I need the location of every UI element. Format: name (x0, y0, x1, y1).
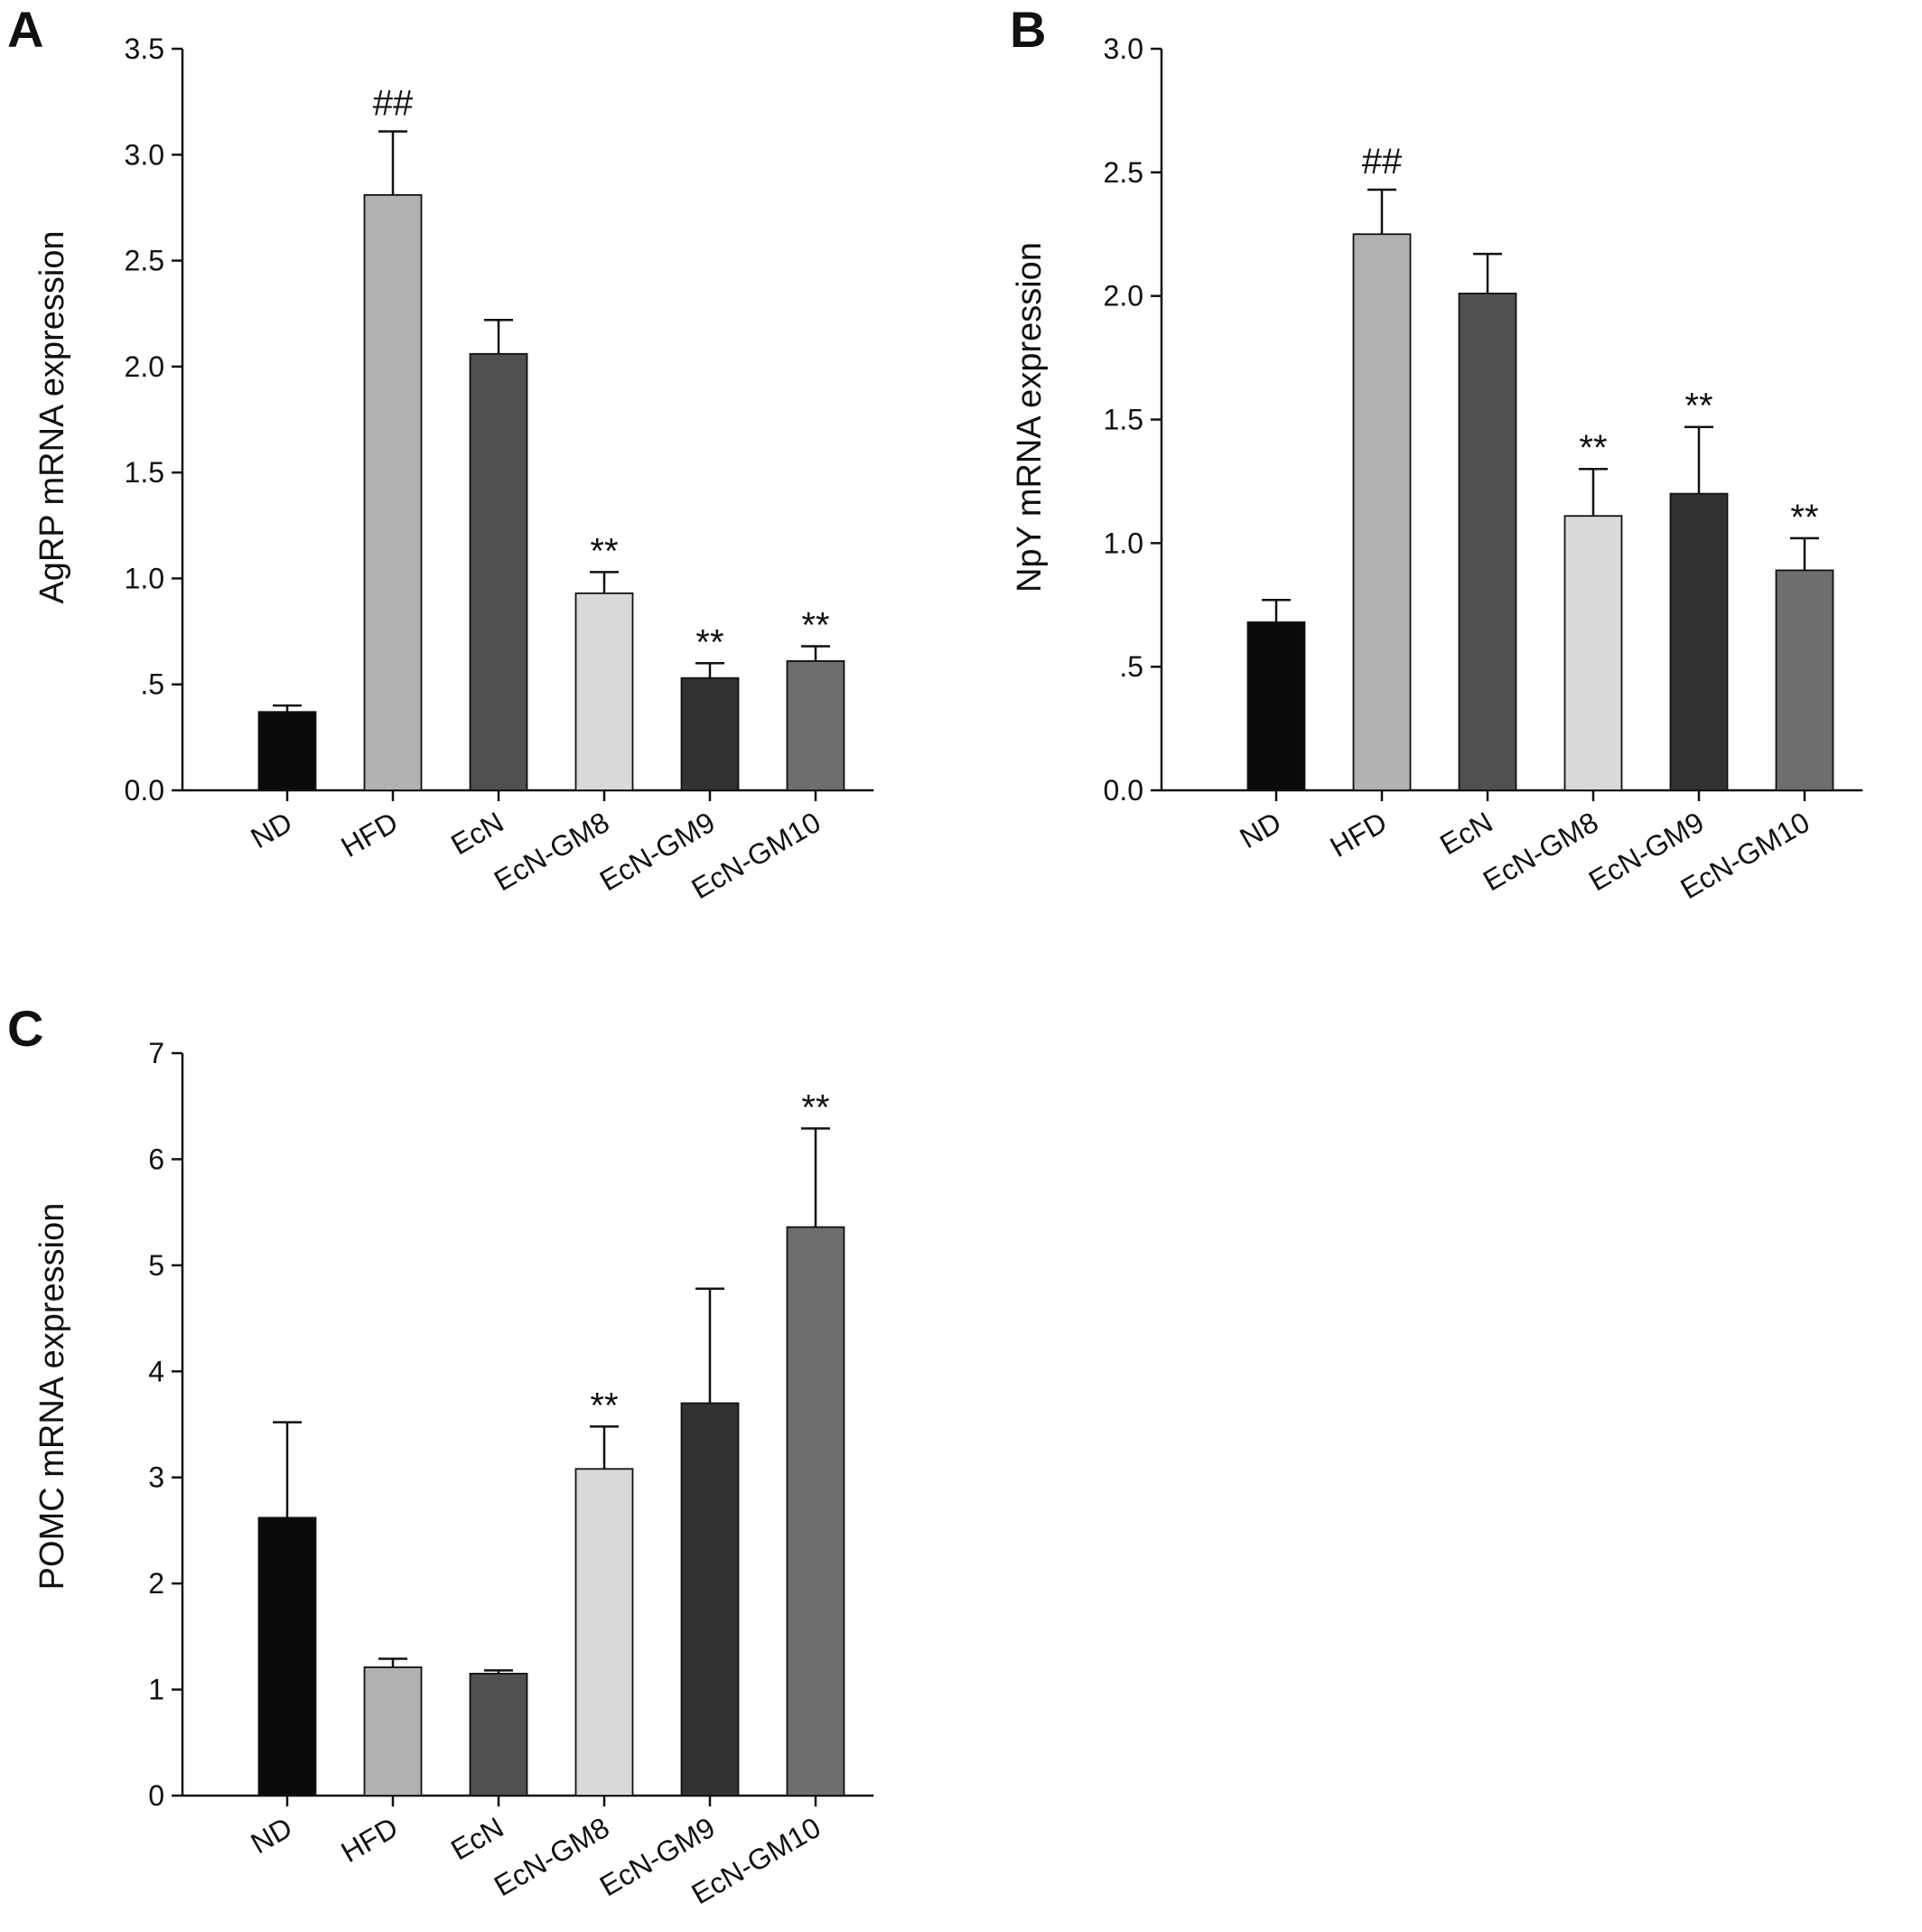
bar (680, 1402, 740, 1797)
y-tick-label: 1.0 (125, 562, 164, 594)
y-tick-label: 2.0 (125, 350, 164, 383)
y-tick-label: 2.5 (1104, 156, 1143, 189)
y-tick-label: 0 (148, 1779, 164, 1812)
y-tick-label: 1.5 (1104, 404, 1143, 436)
bar (257, 1517, 317, 1797)
significance-mark: ## (373, 83, 414, 123)
y-tick-label: 0.0 (125, 774, 164, 807)
significance-mark: ** (695, 622, 723, 662)
significance-mark: ** (590, 1386, 618, 1425)
bar (574, 1468, 634, 1797)
significance-mark: ** (1684, 387, 1712, 426)
y-tick-label: 2 (148, 1567, 164, 1600)
bar (1775, 569, 1834, 791)
y-tick-label: 3.0 (1104, 33, 1143, 65)
y-tick-label: 0.0 (1104, 774, 1143, 807)
bar (1458, 293, 1517, 791)
significance-mark: ** (1790, 498, 1818, 537)
bar (1352, 233, 1412, 791)
bar (469, 352, 528, 791)
bar (786, 1226, 845, 1797)
panel-letter-c: C (7, 1000, 43, 1057)
bar (1563, 515, 1623, 791)
y-tick-label: 3 (148, 1461, 164, 1494)
significance-mark: ## (1362, 142, 1403, 182)
y-tick-label: 3.5 (125, 33, 164, 65)
y-tick-label: .5 (1119, 650, 1143, 683)
bar (363, 193, 423, 791)
y-tick-label: 2.5 (125, 245, 164, 277)
y-tick-label: 1.0 (1104, 527, 1143, 559)
bar (574, 592, 634, 791)
y-tick-label: 2.0 (1104, 280, 1143, 313)
panel-letter-b: B (1010, 1, 1046, 58)
bar (363, 1666, 423, 1797)
y-axis-label-a: AgRP mRNA expression (33, 230, 71, 603)
y-tick-label: 3.0 (125, 138, 164, 171)
bar (469, 1673, 528, 1797)
bar (786, 660, 845, 791)
y-tick-label: 1 (148, 1674, 164, 1706)
panel-letter-a: A (7, 1, 43, 58)
y-tick-label: .5 (140, 668, 164, 701)
bar (257, 711, 317, 791)
y-tick-label: 5 (148, 1249, 164, 1282)
significance-mark: ** (590, 531, 618, 571)
y-tick-label: 6 (148, 1143, 164, 1175)
y-axis-label-b: NpY mRNA expression (1011, 242, 1049, 593)
y-axis-label-c: POMC mRNA expression (33, 1203, 71, 1591)
significance-mark: ** (801, 1087, 829, 1127)
significance-mark: ** (801, 605, 829, 645)
bar (680, 677, 740, 791)
y-tick-label: 7 (148, 1037, 164, 1069)
y-tick-label: 4 (148, 1355, 164, 1387)
bar (1246, 621, 1306, 791)
bar (1669, 492, 1729, 791)
significance-mark: ** (1579, 428, 1607, 468)
y-tick-label: 1.5 (125, 456, 164, 489)
